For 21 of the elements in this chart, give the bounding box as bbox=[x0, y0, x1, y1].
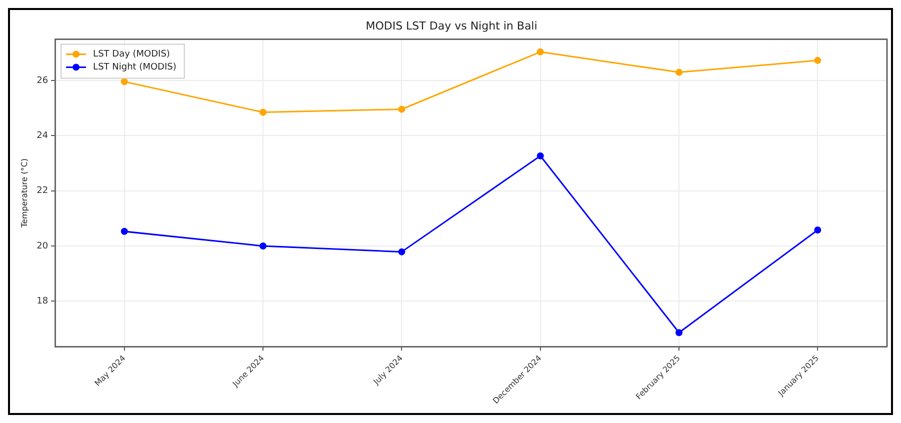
point bbox=[260, 108, 267, 116]
point bbox=[676, 329, 683, 336]
y-axis-title: Temperature (°C) bbox=[20, 158, 29, 228]
point bbox=[398, 106, 406, 113]
point bbox=[260, 242, 267, 250]
y-tick-label: 26 bbox=[36, 76, 48, 86]
point bbox=[676, 68, 683, 76]
point bbox=[398, 248, 406, 256]
y-tick-label: 22 bbox=[36, 186, 48, 196]
point bbox=[536, 48, 544, 56]
y-tick-label: 20 bbox=[36, 241, 48, 252]
y-tick-label: 24 bbox=[36, 131, 48, 142]
point bbox=[536, 152, 544, 160]
y-tick-label: 18 bbox=[36, 296, 48, 307]
point bbox=[120, 228, 128, 235]
point bbox=[814, 56, 822, 64]
point bbox=[120, 78, 128, 86]
point bbox=[814, 226, 822, 234]
legend-label: LST Day (MODIS) bbox=[93, 50, 170, 60]
legend-label: LST Night (MODIS) bbox=[93, 62, 176, 73]
chart-title: MODIS LST Day vs Night in Bali bbox=[366, 19, 538, 32]
